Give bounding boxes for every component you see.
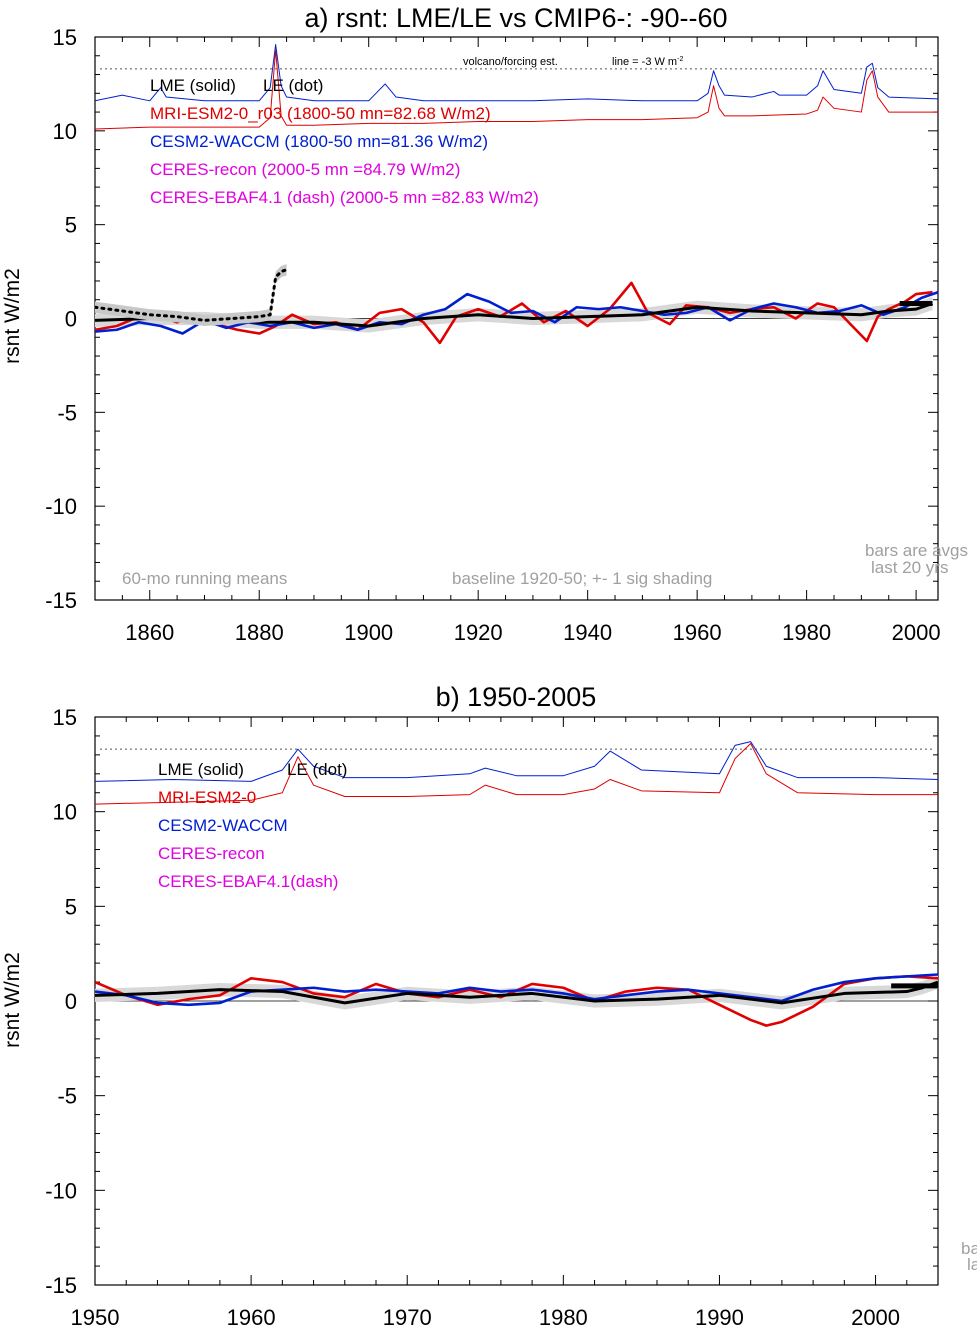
bars-note: bars are avgs <box>865 541 968 560</box>
ytick-label-a: 10 <box>53 119 77 144</box>
legend-b-ceres-recon: CERES-recon <box>158 844 265 863</box>
legend-b-le: LE (dot) <box>287 760 347 779</box>
legend-a-ceres-recon: CERES-recon (2000-5 mn =84.79 W/m2) <box>150 160 460 179</box>
xtick-label-b: 1960 <box>227 1305 276 1325</box>
series-line-a-3 <box>95 268 289 322</box>
ytick-label-b: 0 <box>65 989 77 1014</box>
xtick-label-a: 1980 <box>782 620 831 645</box>
line-note-exponent: -2 <box>677 56 683 63</box>
panel-b: b) 1950-2005 rsnt W/m2 15 10 5 0 -5 -10 -15 195… <box>1 682 977 1325</box>
line-note-text: line = -3 W m <box>612 56 677 68</box>
series-line-b-1 <box>95 973 938 1007</box>
ytick-label-b: -15 <box>45 1273 77 1298</box>
ytick-label-a: 15 <box>53 25 77 50</box>
xtick-label-a: 1960 <box>673 620 722 645</box>
legend-b-cesm: CESM2-WACCM <box>158 816 288 835</box>
xtick-label-b: 1950 <box>71 1305 120 1325</box>
ytick-label-b: 15 <box>53 705 77 730</box>
volcano-note: volcano/forcing est. <box>463 56 558 68</box>
xtick-label-b: 1990 <box>695 1305 744 1325</box>
xtick-label-a: 2000 <box>892 620 941 645</box>
line-note: line = -3 W m-2 <box>612 56 683 68</box>
ytick-label-b: -10 <box>45 1178 77 1203</box>
panel-a-title: a) rsnt: LME/LE vs CMIP6-: -90--60 <box>304 3 727 33</box>
legend-a-ceres-ebaf: CERES-EBAF4.1 (dash) (2000-5 mn =82.83 W… <box>150 188 539 207</box>
legend-b-ceres-ebaf: CERES-EBAF4.1(dash) <box>158 872 338 891</box>
legend-a-mri: MRI-ESM2-0_r03 (1800-50 mn=82.68 W/m2) <box>150 104 491 123</box>
panel-b-title: b) 1950-2005 <box>436 682 597 712</box>
xtick-label-a: 1900 <box>344 620 393 645</box>
panel-b-plot: 15 10 5 0 -5 -10 -15 1950 1960 1970 1980 1990 2000 <box>45 705 939 1325</box>
xtick-label-a: 1920 <box>454 620 503 645</box>
xtick-label-a: 1880 <box>235 620 284 645</box>
legend-b-mri: MRI-ESM2-0 <box>158 788 256 807</box>
lme-sigma-shading-b <box>95 975 938 1010</box>
series-line-b-2 <box>95 980 938 1005</box>
series-line-a-4 <box>95 49 938 130</box>
bars-note-truncated: ba <box>961 1239 977 1258</box>
series-line-a-0 <box>95 281 933 345</box>
panel-a-plot: 15 10 5 0 -5 -10 -15 1860 1880 1900 1920 1940 1960 19… <box>45 25 940 645</box>
ytick-label-a: -5 <box>57 400 77 425</box>
xtick-label-a: 1860 <box>125 620 174 645</box>
ytick-label-a: -15 <box>45 588 77 613</box>
series-line-b-4 <box>95 741 938 782</box>
panel-a-ylabel: rsnt W/m2 <box>1 268 24 364</box>
ytick-label-a: 0 <box>65 307 77 332</box>
xtick-label-b: 1970 <box>383 1305 432 1325</box>
baseline-note: baseline 1920-50; +- 1 sig shading <box>452 569 712 588</box>
ytick-label-b: 5 <box>65 894 77 919</box>
xtick-label-b: 1980 <box>539 1305 588 1325</box>
xtick-label-b: 2000 <box>851 1305 900 1325</box>
series-line-a-5 <box>95 44 938 102</box>
ytick-label-b: 10 <box>53 800 77 825</box>
last-years-note-truncated: la <box>967 1255 977 1274</box>
last-years-note: last 20 yrs <box>871 558 948 577</box>
ytick-label-a: 5 <box>65 213 77 238</box>
series-line-b-0 <box>95 975 938 1027</box>
legend-b-lme: LME (solid) <box>158 760 244 779</box>
ytick-label-a: -10 <box>45 494 77 519</box>
running-mean-note: 60-mo running means <box>122 569 287 588</box>
legend-a-lme: LME (solid) <box>150 76 236 95</box>
series-line-b-3 <box>95 743 938 805</box>
le-sigma-shading-a <box>95 264 287 327</box>
legend-a-le: LE (dot) <box>263 76 323 95</box>
panel-b-ylabel: rsnt W/m2 <box>1 952 24 1048</box>
series-line-a-1 <box>95 290 938 335</box>
legend-a-cesm: CESM2-WACCM (1800-50 mn=81.36 W/m2) <box>150 132 488 151</box>
panel-a: a) rsnt: LME/LE vs CMIP6-: -90--60 rsnt … <box>1 3 968 645</box>
ytick-label-b: -5 <box>57 1084 77 1109</box>
xtick-label-a: 1940 <box>563 620 612 645</box>
